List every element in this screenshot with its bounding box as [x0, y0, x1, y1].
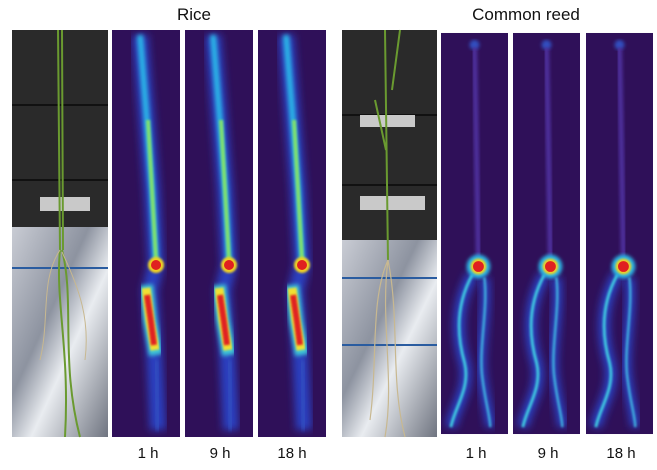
heatmap: [513, 33, 580, 434]
reed-photo: [342, 29, 437, 438]
time-label: 1 h: [138, 445, 159, 462]
time-label: 9 h: [210, 445, 231, 462]
heatmap: [185, 30, 253, 437]
rice-photo: [12, 29, 108, 438]
heatmap: [441, 33, 508, 434]
heatmap: [112, 30, 180, 437]
heatmap: [258, 30, 326, 437]
time-label: 9 h: [538, 445, 559, 462]
time-label: 18 h: [277, 445, 306, 462]
heatmap: [586, 33, 653, 434]
time-label: 1 h: [466, 445, 487, 462]
group-title: Rice: [177, 5, 211, 24]
group-title: Common reed: [472, 5, 580, 24]
time-label: 18 h: [606, 445, 635, 462]
